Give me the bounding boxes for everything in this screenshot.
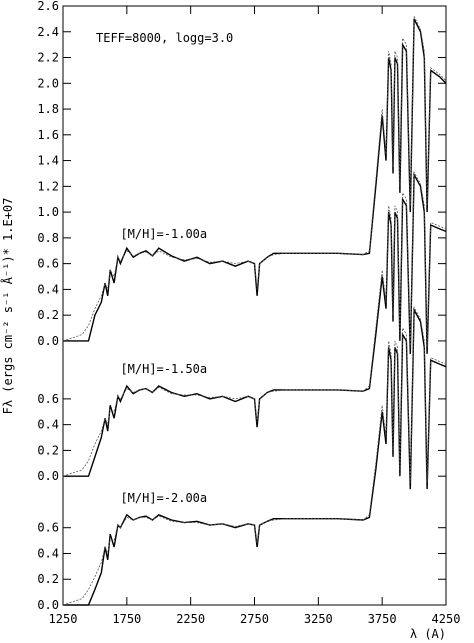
y-tick-label: 0.6 [37, 392, 59, 406]
y-tick-label: 0.6 [37, 521, 59, 535]
y-tick-label: 0.2 [37, 308, 59, 322]
y-tick-label: 0.0 [37, 598, 59, 612]
y-tick-label: 1.4 [37, 154, 59, 168]
y-tick-label: 0.2 [37, 572, 59, 586]
x-tick-label: 3250 [304, 612, 333, 626]
y-axis-label: Fλ (ergs cm⁻² s⁻¹ Å⁻¹)* 1.E+07 [0, 198, 15, 415]
y-tick-label: 2.2 [37, 51, 59, 65]
spectrum-line [62, 170, 447, 477]
y-tick-label: 1.6 [37, 128, 59, 142]
y-tick-label: 2.6 [37, 0, 59, 13]
spectrum-line [62, 305, 447, 606]
y-tick-label: 0.6 [37, 257, 59, 271]
x-tick-label: 2750 [240, 612, 269, 626]
y-tick-label: 0.0 [37, 469, 59, 483]
x-tick-label: 2250 [176, 612, 205, 626]
y-tick-label: 1.8 [37, 102, 59, 116]
y-tick-label: 0.8 [37, 231, 59, 245]
y-tick-label: 1.2 [37, 179, 59, 193]
spectrum-line [62, 16, 447, 342]
y-tick-label: 0.4 [37, 546, 59, 560]
x-axis-label: λ (A) [410, 627, 446, 641]
y-tick-label: 0.4 [37, 418, 59, 432]
x-tick-label: 1250 [49, 612, 78, 626]
annotation: TEFF=8000, logg=3.0 [96, 31, 233, 45]
panel-label: [M/H]=-2.00a [120, 491, 207, 505]
y-tick-label: 0.2 [37, 443, 59, 457]
x-tick-label: 1750 [112, 612, 141, 626]
y-tick-label: 0.4 [37, 282, 59, 296]
x-tick-label: 3750 [368, 612, 397, 626]
panel-label: [M/H]=-1.50a [120, 362, 207, 376]
spectrum-line [63, 18, 447, 342]
plot-frame [62, 5, 447, 606]
y-tick-label: 2.0 [37, 76, 59, 90]
spectrum-line [63, 307, 447, 606]
panel-label: [M/H]=-1.00a [120, 227, 207, 241]
y-tick-label: 0.0 [37, 334, 59, 348]
spectrum-line [63, 172, 447, 477]
y-tick-label: 1.0 [37, 205, 59, 219]
y-tick-label: 2.4 [37, 25, 59, 39]
x-tick-label: 4250 [432, 612, 461, 626]
